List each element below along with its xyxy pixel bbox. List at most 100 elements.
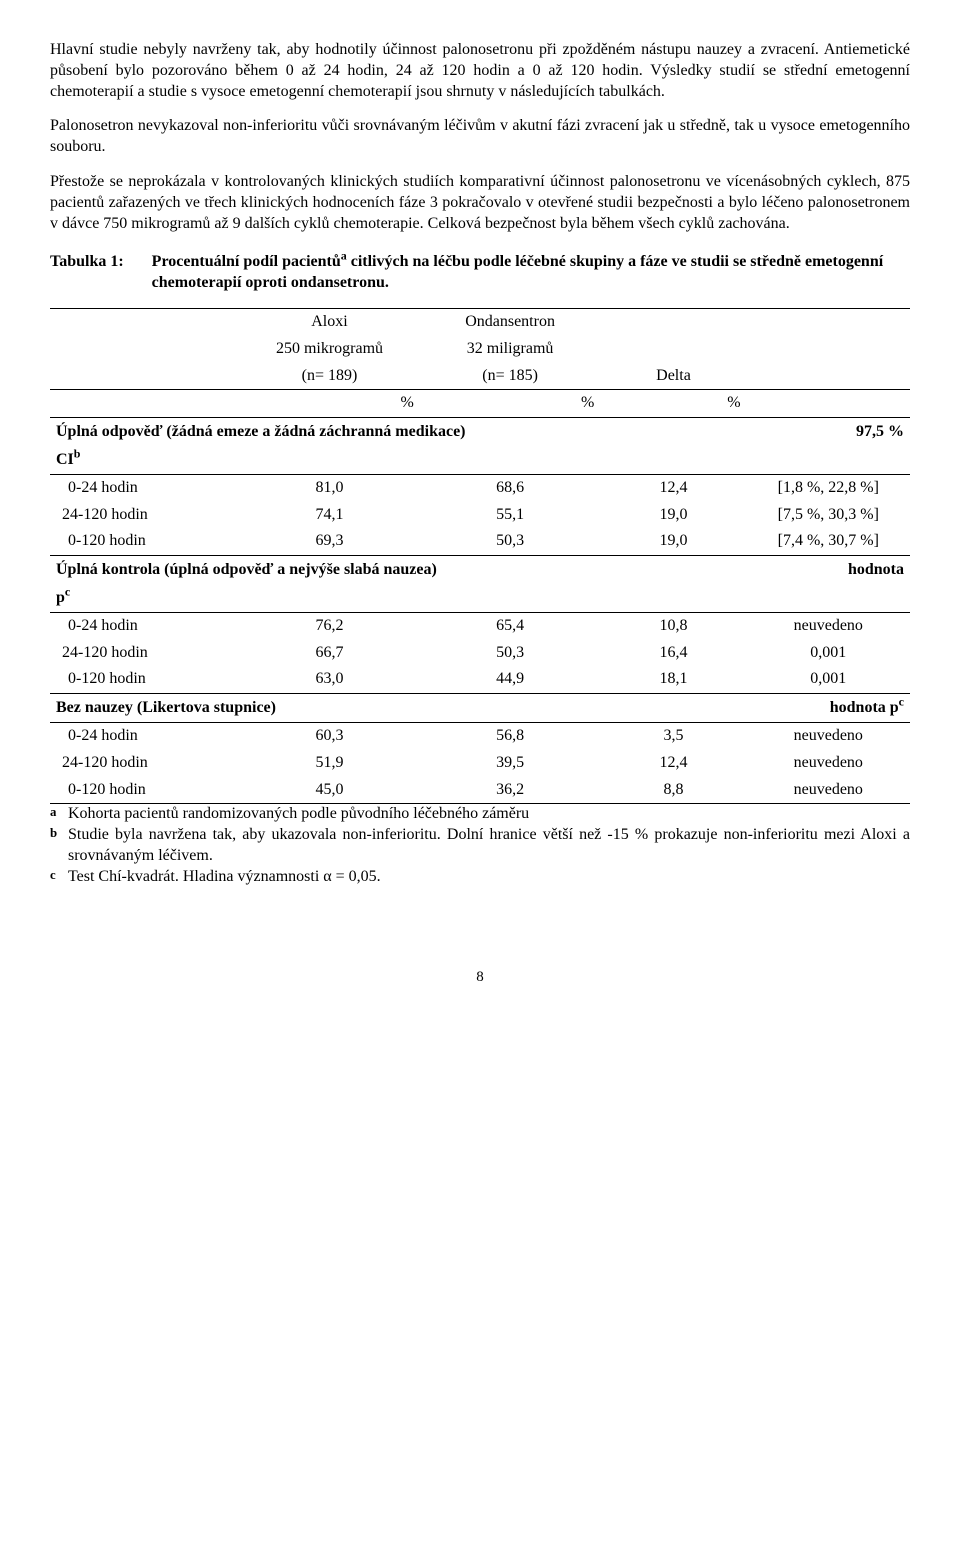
footnote-c: c Test Chí-kvadrát. Hladina významnosti … xyxy=(50,867,910,888)
section-2-sub-pre: p xyxy=(56,589,65,606)
hdr-aloxi-dose: 250 mikrogramů xyxy=(239,336,420,363)
hdr-aloxi-n: (n= 189) xyxy=(239,363,420,390)
row-c: 10,8 xyxy=(600,612,746,639)
paragraph-1: Hlavní studie nebyly navrženy tak, aby h… xyxy=(50,40,910,102)
row-label: 0-120 hodin xyxy=(50,528,239,555)
table-title: Tabulka 1: Procentuální podíl pacientůa … xyxy=(50,252,910,294)
hdr-pct-c: % xyxy=(600,390,746,418)
row-label: 24-120 hodin xyxy=(50,750,239,777)
header-row-pct: % % % xyxy=(50,390,910,418)
row-b: 36,2 xyxy=(420,777,601,804)
hdr-comp-n: (n= 185) xyxy=(420,363,601,390)
row-label: 0-120 hodin xyxy=(50,666,239,693)
row-label: 0-24 hodin xyxy=(50,612,239,639)
section-3-title-right-sup: c xyxy=(899,695,904,709)
row-c: 3,5 xyxy=(600,722,746,749)
row-d: [7,4 %, 30,7 %] xyxy=(747,528,910,555)
paragraph-2: Palonosetron nevykazoval non-inferioritu… xyxy=(50,116,910,158)
footnote-text: Test Chí-kvadrát. Hladina významnosti α … xyxy=(68,867,381,888)
row-d: [1,8 %, 22,8 %] xyxy=(747,474,910,501)
section-1-sub-pre: CI xyxy=(56,451,74,468)
table-title-before: Procentuální podíl pacientů xyxy=(152,253,341,270)
row-b: 55,1 xyxy=(420,502,601,529)
row-a: 76,2 xyxy=(239,612,420,639)
footnote-marker: c xyxy=(50,867,68,884)
row-d: neuvedeno xyxy=(747,612,910,639)
footnotes: a Kohorta pacientů randomizovaných podle… xyxy=(50,804,910,887)
hdr-comp-dose: 32 miligramů xyxy=(420,336,601,363)
section-1-sub: CIb xyxy=(50,446,910,474)
section-3-title: Bez nauzey (Likertova stupnice) hodnota … xyxy=(50,694,910,723)
hdr-comp-name: Ondansentron xyxy=(420,308,601,335)
section-2-sub: pc xyxy=(50,584,910,612)
page-number: 8 xyxy=(50,968,910,988)
header-row-2: 250 mikrogramů 32 miligramů xyxy=(50,336,910,363)
row-label: 0-24 hodin xyxy=(50,474,239,501)
section-1-title: Úplná odpověď (žádná emeze a žádná záchr… xyxy=(50,418,910,446)
section-3-title-text: Bez nauzey (Likertova stupnice) xyxy=(50,694,747,723)
row-c: 18,1 xyxy=(600,666,746,693)
row-b: 65,4 xyxy=(420,612,601,639)
section-1-title-right: 97,5 % xyxy=(747,418,910,446)
row-a: 66,7 xyxy=(239,640,420,667)
row-a: 60,3 xyxy=(239,722,420,749)
row-a: 45,0 xyxy=(239,777,420,804)
row-b: 44,9 xyxy=(420,666,601,693)
row-c: 19,0 xyxy=(600,502,746,529)
section-2-sub-sup: c xyxy=(65,585,70,599)
footnote-marker: a xyxy=(50,804,68,821)
footnote-a: a Kohorta pacientů randomizovaných podle… xyxy=(50,804,910,825)
row-b: 39,5 xyxy=(420,750,601,777)
row-b: 50,3 xyxy=(420,640,601,667)
table-row: 0-120 hodin 69,3 50,3 19,0 [7,4 %, 30,7 … xyxy=(50,528,910,555)
hdr-pct-a: % xyxy=(239,390,420,418)
results-table: Aloxi Ondansentron 250 mikrogramů 32 mil… xyxy=(50,308,910,804)
row-label: 24-120 hodin xyxy=(50,640,239,667)
row-a: 81,0 xyxy=(239,474,420,501)
table-row: 0-120 hodin 45,0 36,2 8,8 neuvedeno xyxy=(50,777,910,804)
row-d: 0,001 xyxy=(747,666,910,693)
row-d: neuvedeno xyxy=(747,722,910,749)
table-row: 0-120 hodin 63,0 44,9 18,1 0,001 xyxy=(50,666,910,693)
row-d: 0,001 xyxy=(747,640,910,667)
row-a: 69,3 xyxy=(239,528,420,555)
row-d: [7,5 %, 30,3 %] xyxy=(747,502,910,529)
row-a: 63,0 xyxy=(239,666,420,693)
footnote-marker: b xyxy=(50,825,68,842)
footnote-text: Studie byla navržena tak, aby ukazovala … xyxy=(68,825,910,867)
footnote-b: b Studie byla navržena tak, aby ukazoval… xyxy=(50,825,910,867)
table-row: 24-120 hodin 66,7 50,3 16,4 0,001 xyxy=(50,640,910,667)
table-title-label: Tabulka 1: xyxy=(50,252,152,273)
section-2-title-text: Úplná kontrola (úplná odpověď a nejvýše … xyxy=(50,556,747,584)
row-label: 0-120 hodin xyxy=(50,777,239,804)
section-1-sub-sup: b xyxy=(74,447,81,461)
section-1-title-text: Úplná odpověď (žádná emeze a žádná záchr… xyxy=(50,418,747,446)
row-b: 56,8 xyxy=(420,722,601,749)
row-c: 8,8 xyxy=(600,777,746,804)
row-label: 24-120 hodin xyxy=(50,502,239,529)
row-a: 51,9 xyxy=(239,750,420,777)
table-row: 0-24 hodin 76,2 65,4 10,8 neuvedeno xyxy=(50,612,910,639)
table-row: 0-24 hodin 60,3 56,8 3,5 neuvedeno xyxy=(50,722,910,749)
hdr-delta: Delta xyxy=(600,363,746,390)
table-title-text: Procentuální podíl pacientůa citlivých n… xyxy=(152,252,910,294)
hdr-pct-b: % xyxy=(420,390,601,418)
hdr-aloxi-name: Aloxi xyxy=(239,308,420,335)
row-c: 19,0 xyxy=(600,528,746,555)
row-c: 16,4 xyxy=(600,640,746,667)
table-row: 0-24 hodin 81,0 68,6 12,4 [1,8 %, 22,8 %… xyxy=(50,474,910,501)
row-c: 12,4 xyxy=(600,474,746,501)
row-d: neuvedeno xyxy=(747,777,910,804)
footnote-text: Kohorta pacientů randomizovaných podle p… xyxy=(68,804,529,825)
row-b: 68,6 xyxy=(420,474,601,501)
row-c: 12,4 xyxy=(600,750,746,777)
table-row: 24-120 hodin 74,1 55,1 19,0 [7,5 %, 30,3… xyxy=(50,502,910,529)
header-row-1: Aloxi Ondansentron xyxy=(50,308,910,335)
table-row: 24-120 hodin 51,9 39,5 12,4 neuvedeno xyxy=(50,750,910,777)
section-2-title-right: hodnota xyxy=(747,556,910,584)
header-row-3: (n= 189) (n= 185) Delta xyxy=(50,363,910,390)
row-d: neuvedeno xyxy=(747,750,910,777)
section-3-title-right-pre: hodnota p xyxy=(830,699,899,716)
row-a: 74,1 xyxy=(239,502,420,529)
paragraph-3: Přestože se neprokázala v kontrolovaných… xyxy=(50,172,910,234)
